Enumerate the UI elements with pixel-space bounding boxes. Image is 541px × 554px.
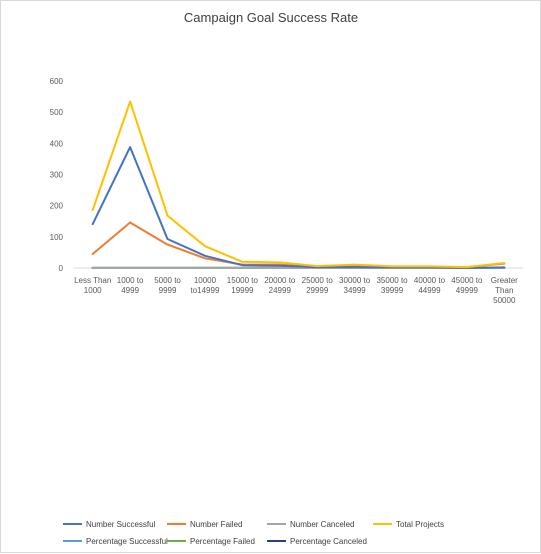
series-line bbox=[93, 102, 505, 268]
chart-title: Campaign Goal Success Rate bbox=[184, 10, 358, 25]
legend-label: Percentage Canceled bbox=[290, 537, 367, 546]
legend-label: Percentage Successful bbox=[86, 537, 168, 546]
legend-label: Number Canceled bbox=[290, 520, 354, 529]
y-tick-label: 100 bbox=[50, 233, 64, 242]
series-line bbox=[93, 223, 505, 268]
series-line bbox=[93, 147, 505, 268]
y-axis: 0 100 200 300 400 500 600 bbox=[50, 77, 64, 273]
legend-label: Total Projects bbox=[396, 520, 444, 529]
legend-label: Percentage Failed bbox=[190, 537, 255, 546]
y-tick-label: 200 bbox=[50, 202, 64, 211]
legend-label: Number Successful bbox=[86, 520, 156, 529]
legend: Number Successful Number Failed Number Can… bbox=[63, 520, 444, 546]
y-tick-label: 600 bbox=[50, 77, 64, 86]
series-lines bbox=[93, 102, 505, 268]
y-tick-label: 0 bbox=[59, 264, 64, 273]
y-tick-label: 400 bbox=[50, 139, 64, 148]
legend-label: Number Failed bbox=[190, 520, 242, 529]
y-tick-label: 300 bbox=[50, 171, 64, 180]
y-tick-label: 500 bbox=[50, 108, 64, 117]
